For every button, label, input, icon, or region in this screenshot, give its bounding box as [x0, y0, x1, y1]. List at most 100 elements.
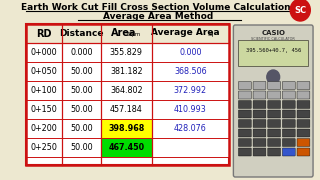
- FancyBboxPatch shape: [268, 148, 281, 156]
- FancyBboxPatch shape: [152, 100, 229, 119]
- Text: 50.00: 50.00: [70, 67, 93, 76]
- FancyBboxPatch shape: [26, 138, 62, 157]
- FancyBboxPatch shape: [26, 24, 229, 43]
- FancyBboxPatch shape: [100, 138, 152, 157]
- Text: 457.184: 457.184: [110, 105, 143, 114]
- FancyBboxPatch shape: [238, 40, 308, 66]
- Text: 0+200: 0+200: [30, 124, 57, 133]
- Text: 50.00: 50.00: [70, 86, 93, 95]
- FancyBboxPatch shape: [62, 138, 100, 157]
- FancyBboxPatch shape: [297, 110, 310, 118]
- Text: Distance: Distance: [59, 29, 104, 38]
- FancyBboxPatch shape: [238, 120, 251, 127]
- FancyBboxPatch shape: [152, 119, 229, 138]
- FancyBboxPatch shape: [282, 148, 295, 156]
- Text: CASIO: CASIO: [261, 30, 285, 36]
- Text: Average Area Method: Average Area Method: [103, 12, 213, 21]
- FancyBboxPatch shape: [100, 119, 152, 138]
- Text: 368.506: 368.506: [174, 67, 207, 76]
- FancyBboxPatch shape: [152, 62, 229, 81]
- FancyBboxPatch shape: [268, 120, 281, 127]
- FancyBboxPatch shape: [233, 25, 313, 177]
- FancyBboxPatch shape: [282, 138, 295, 147]
- Text: 0.000: 0.000: [179, 48, 202, 57]
- Text: 0+250: 0+250: [30, 143, 57, 152]
- Text: RD: RD: [36, 28, 52, 39]
- Text: 50.00: 50.00: [70, 124, 93, 133]
- FancyBboxPatch shape: [100, 81, 152, 100]
- FancyBboxPatch shape: [100, 100, 152, 119]
- FancyBboxPatch shape: [253, 148, 266, 156]
- FancyBboxPatch shape: [26, 100, 62, 119]
- FancyBboxPatch shape: [238, 100, 251, 109]
- Text: Area: Area: [111, 28, 136, 37]
- Text: 0+100: 0+100: [30, 86, 57, 95]
- FancyBboxPatch shape: [297, 91, 310, 99]
- Text: 0.000: 0.000: [70, 48, 93, 57]
- Text: SCIENTIFIC CALCULATOR: SCIENTIFIC CALCULATOR: [251, 37, 295, 41]
- Text: sq: sq: [207, 32, 214, 37]
- FancyBboxPatch shape: [238, 82, 251, 89]
- FancyBboxPatch shape: [282, 100, 295, 109]
- Text: 398.968: 398.968: [108, 124, 144, 133]
- FancyBboxPatch shape: [152, 138, 229, 157]
- FancyBboxPatch shape: [238, 129, 251, 137]
- FancyBboxPatch shape: [253, 120, 266, 127]
- Text: 428.076: 428.076: [174, 124, 207, 133]
- FancyBboxPatch shape: [26, 62, 62, 81]
- Text: Average Area: Average Area: [151, 28, 220, 37]
- FancyBboxPatch shape: [100, 43, 152, 62]
- FancyBboxPatch shape: [253, 138, 266, 147]
- FancyBboxPatch shape: [268, 100, 281, 109]
- Text: 364.802: 364.802: [110, 86, 143, 95]
- Text: SC: SC: [294, 6, 306, 15]
- Text: Earth Work Cut Fill Cross Section Volume Calculations: Earth Work Cut Fill Cross Section Volume…: [21, 3, 296, 12]
- FancyBboxPatch shape: [100, 62, 152, 81]
- Text: 0+000: 0+000: [30, 48, 57, 57]
- Circle shape: [267, 70, 280, 84]
- FancyBboxPatch shape: [238, 148, 251, 156]
- Text: 50.00: 50.00: [70, 105, 93, 114]
- Circle shape: [290, 0, 310, 21]
- Text: 372.992: 372.992: [174, 86, 207, 95]
- FancyBboxPatch shape: [26, 81, 62, 100]
- FancyBboxPatch shape: [268, 82, 281, 89]
- FancyBboxPatch shape: [238, 91, 251, 99]
- FancyBboxPatch shape: [253, 110, 266, 118]
- FancyBboxPatch shape: [253, 129, 266, 137]
- FancyBboxPatch shape: [282, 110, 295, 118]
- Text: 410.993: 410.993: [174, 105, 207, 114]
- Text: 50.00: 50.00: [70, 143, 93, 152]
- FancyBboxPatch shape: [268, 129, 281, 137]
- Text: Sq.m: Sq.m: [126, 32, 141, 37]
- FancyBboxPatch shape: [62, 43, 100, 62]
- FancyBboxPatch shape: [282, 82, 295, 89]
- FancyBboxPatch shape: [62, 100, 100, 119]
- FancyBboxPatch shape: [26, 119, 62, 138]
- FancyBboxPatch shape: [268, 138, 281, 147]
- FancyBboxPatch shape: [26, 43, 62, 62]
- FancyBboxPatch shape: [282, 91, 295, 99]
- Text: 0+150: 0+150: [30, 105, 57, 114]
- FancyBboxPatch shape: [297, 82, 310, 89]
- FancyBboxPatch shape: [297, 138, 310, 147]
- FancyBboxPatch shape: [253, 82, 266, 89]
- FancyBboxPatch shape: [297, 100, 310, 109]
- Text: 355.829: 355.829: [110, 48, 143, 57]
- FancyBboxPatch shape: [297, 129, 310, 137]
- FancyBboxPatch shape: [62, 81, 100, 100]
- FancyBboxPatch shape: [152, 43, 229, 62]
- FancyBboxPatch shape: [253, 91, 266, 99]
- FancyBboxPatch shape: [268, 91, 281, 99]
- Text: 467.450: 467.450: [108, 143, 144, 152]
- FancyBboxPatch shape: [297, 120, 310, 127]
- FancyBboxPatch shape: [152, 81, 229, 100]
- FancyBboxPatch shape: [26, 24, 229, 165]
- FancyBboxPatch shape: [268, 110, 281, 118]
- FancyBboxPatch shape: [282, 129, 295, 137]
- FancyBboxPatch shape: [238, 138, 251, 147]
- FancyBboxPatch shape: [62, 62, 100, 81]
- Text: 381.182: 381.182: [110, 67, 143, 76]
- FancyBboxPatch shape: [238, 110, 251, 118]
- FancyBboxPatch shape: [253, 100, 266, 109]
